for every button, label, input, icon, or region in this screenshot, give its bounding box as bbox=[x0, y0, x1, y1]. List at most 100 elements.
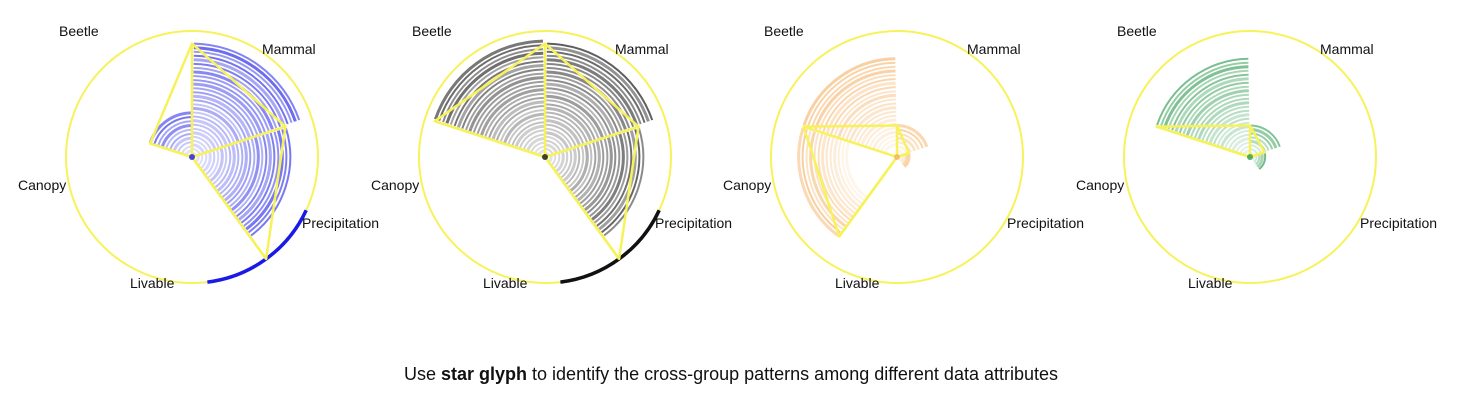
arc-band-canopy bbox=[813, 132, 849, 224]
axis-label-beetle: Beetle bbox=[412, 23, 452, 39]
arc-band-beetle bbox=[468, 76, 544, 132]
arc-band-precipitation bbox=[572, 143, 593, 195]
arc-band-mammal bbox=[545, 123, 577, 147]
arc-band-canopy bbox=[845, 141, 868, 199]
arc-band-precipitation bbox=[603, 128, 645, 237]
caption-before: Use bbox=[403, 364, 441, 384]
axis-label-mammal: Mammal bbox=[615, 41, 669, 57]
arc-band-precipitation bbox=[202, 151, 212, 173]
arc-band-beetle bbox=[876, 135, 897, 151]
arc-band-precipitation bbox=[560, 149, 573, 179]
arc-band-canopy bbox=[837, 139, 863, 205]
arc-band-mammal bbox=[193, 62, 282, 128]
arc-band-mammal bbox=[192, 111, 236, 143]
axis-label-livable: Livable bbox=[1188, 275, 1233, 291]
axis-label-mammal: Mammal bbox=[1320, 41, 1374, 57]
arc-band-beetle bbox=[465, 72, 544, 131]
arc-band-mammal bbox=[193, 94, 251, 138]
arc-band-mammal bbox=[192, 135, 213, 151]
arc-band-mammal bbox=[545, 99, 600, 139]
arc-band-beetle bbox=[507, 117, 545, 145]
arc-band-beetle bbox=[476, 84, 544, 135]
glyph-center-dot bbox=[1247, 154, 1253, 160]
arc-band-beetle bbox=[153, 116, 192, 145]
glyph-outline-circle bbox=[65, 30, 319, 284]
arc-band-beetle bbox=[433, 39, 544, 120]
arc-band-mammal bbox=[545, 119, 581, 146]
arc-band-mammal bbox=[193, 42, 301, 121]
arc-band-beetle bbox=[169, 132, 192, 150]
arc-band-beetle bbox=[480, 88, 544, 136]
arc-band-beetle bbox=[1178, 81, 1249, 134]
spoke-precipitation bbox=[544, 125, 639, 159]
arc-band-beetle bbox=[449, 56, 544, 125]
arc-band-precipitation bbox=[230, 137, 260, 212]
arc-band-mammal bbox=[546, 82, 616, 134]
arc-band-beetle bbox=[503, 112, 545, 144]
axis-label-mammal: Mammal bbox=[262, 41, 316, 57]
axis-label-canopy: Canopy bbox=[18, 177, 66, 193]
arc-band-beetle bbox=[848, 106, 897, 142]
arc-band-mammal bbox=[546, 79, 619, 133]
arc-band-beetle bbox=[438, 44, 544, 121]
arc-band-mammal bbox=[897, 124, 929, 148]
arc-band-beetle bbox=[1219, 125, 1250, 148]
arc-band-mammal bbox=[546, 94, 604, 138]
arc-band-mammal bbox=[545, 111, 589, 143]
arc-band-beetle bbox=[1227, 133, 1250, 151]
arc-band-beetle bbox=[1156, 57, 1249, 126]
arc-band-precipitation bbox=[593, 132, 629, 224]
arc-band-beetle bbox=[853, 110, 897, 143]
arc-band-mammal bbox=[193, 91, 255, 137]
axis-label-beetle: Beetle bbox=[59, 23, 99, 39]
arc-band-beetle bbox=[1208, 113, 1250, 144]
arc-band-beetle bbox=[1163, 65, 1249, 129]
arc-band-precipitation bbox=[576, 140, 601, 202]
arc-band-beetle bbox=[522, 133, 545, 151]
arc-band-beetle bbox=[814, 69, 896, 130]
arc-band-beetle bbox=[526, 137, 545, 152]
star-outline bbox=[433, 42, 640, 261]
arc-band-beetle bbox=[456, 64, 544, 128]
arc-band-beetle bbox=[860, 118, 897, 146]
arc-band-beetle bbox=[442, 48, 544, 123]
arc-band-beetle bbox=[1190, 93, 1249, 138]
arc-band-precipitation bbox=[248, 129, 288, 234]
axis-label-livable: Livable bbox=[130, 275, 175, 291]
arc-band-mammal bbox=[545, 139, 562, 153]
arc-band-beetle bbox=[160, 124, 192, 148]
arc-band-precipitation bbox=[223, 140, 248, 202]
arc-band-mammal bbox=[193, 87, 259, 135]
arc-band-precipitation bbox=[564, 146, 581, 186]
arc-band-mammal bbox=[546, 42, 654, 121]
arc-band-precipitation bbox=[567, 145, 585, 189]
arc-band-beetle bbox=[837, 93, 896, 138]
arc-band-precipitation bbox=[1258, 152, 1267, 170]
arc-band-beetle bbox=[461, 68, 544, 129]
arc-band-mammal bbox=[545, 135, 566, 151]
spoke-beetle bbox=[803, 125, 898, 159]
arc-band-beetle bbox=[806, 61, 896, 127]
axis-label-canopy: Canopy bbox=[371, 177, 419, 193]
arc-band-precipitation bbox=[209, 147, 224, 183]
arc-band-mammal bbox=[193, 66, 278, 129]
arc-band-canopy bbox=[801, 129, 841, 234]
arc-band-mammal bbox=[897, 136, 917, 152]
arc-band-beetle bbox=[883, 142, 897, 154]
arc-band-beetle bbox=[514, 124, 545, 148]
axis-label-livable: Livable bbox=[483, 275, 528, 291]
arc-band-precipitation bbox=[238, 133, 272, 221]
arc-band-beetle bbox=[157, 120, 192, 146]
star-glyph-2: Mammal Precipitation Livable Canopy Beetle bbox=[371, 23, 732, 291]
arc-band-beetle bbox=[453, 60, 544, 127]
arc-band-beetle bbox=[1159, 61, 1249, 127]
arc-band-mammal bbox=[546, 91, 608, 137]
star-glyph-3: Mammal Precipitation Livable Canopy Beetle bbox=[723, 23, 1084, 291]
arc-band-precipitation bbox=[228, 138, 256, 208]
star-glyph-1: Mammal Precipitation Livable Canopy Beetle bbox=[18, 23, 379, 291]
arc-band-mammal bbox=[546, 66, 631, 129]
arc-band-precipitation bbox=[216, 144, 236, 192]
axis-label-beetle: Beetle bbox=[764, 23, 804, 39]
arc-band-precipitation bbox=[211, 146, 228, 186]
arc-band-mammal bbox=[192, 99, 247, 139]
